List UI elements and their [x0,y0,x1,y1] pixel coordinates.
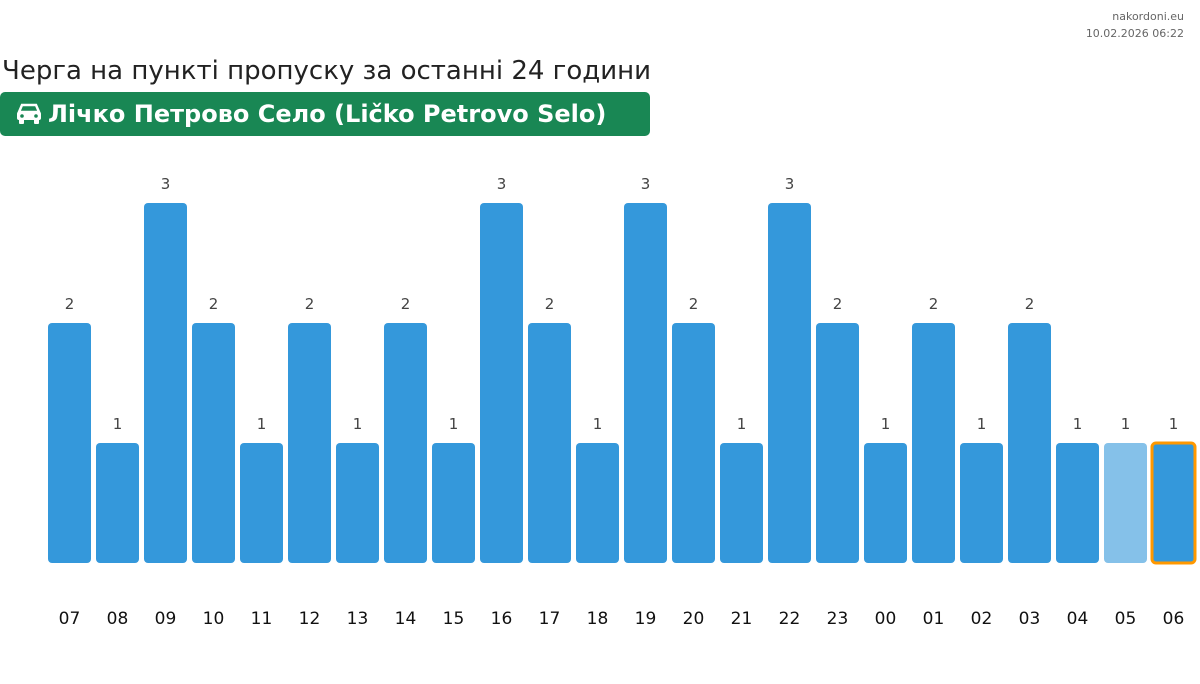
value-label-12: 2 [305,295,315,313]
value-label-14: 2 [401,295,411,313]
x-tick-label-04: 04 [1067,609,1089,629]
checkpoint-badge: Лічко Петрово Село (Ličko Petrovo Selo) [0,92,650,136]
x-tick-label-05: 05 [1115,609,1137,629]
x-tick-label-12: 12 [299,609,321,629]
x-tick-label-23: 23 [827,609,849,629]
x-tick-label-02: 02 [971,609,993,629]
value-label-08: 1 [113,415,123,433]
x-tick-label-10: 10 [203,609,225,629]
value-label-10: 2 [209,295,219,313]
bar-19 [624,203,667,563]
bar-00 [864,443,907,563]
value-label-17: 2 [545,295,555,313]
x-tick-label-01: 01 [923,609,945,629]
x-tick-label-18: 18 [587,609,609,629]
bar-18 [576,443,619,563]
bar-22 [768,203,811,563]
x-tick-label-03: 03 [1019,609,1041,629]
bar-03 [1008,323,1051,563]
x-tick-label-20: 20 [683,609,705,629]
value-label-01: 2 [929,295,939,313]
bar-17 [528,323,571,563]
bar-15 [432,443,475,563]
bar-12 [288,323,331,563]
checkpoint-name: Лічко Петрово Село (Ličko Petrovo Selo) [48,100,607,128]
x-tick-label-07: 07 [59,609,81,629]
bar-08 [96,443,139,563]
bar-09 [144,203,187,563]
value-label-13: 1 [353,415,363,433]
value-label-23: 2 [833,295,843,313]
bar-11 [240,443,283,563]
bar-01 [912,323,955,563]
x-tick-label-06: 06 [1163,609,1185,629]
x-tick-label-15: 15 [443,609,465,629]
bar-10 [192,323,235,563]
x-tick-label-16: 16 [491,609,513,629]
site-name: nakordoni.eu [1112,10,1184,23]
x-tick-label-22: 22 [779,609,801,629]
bar-13 [336,443,379,563]
bar-23 [816,323,859,563]
value-label-07: 2 [65,295,75,313]
value-label-11: 1 [257,415,267,433]
bar-16 [480,203,523,563]
bar-14 [384,323,427,563]
value-label-03: 2 [1025,295,1035,313]
value-label-22: 3 [785,175,795,193]
value-label-06: 1 [1169,415,1179,433]
value-label-21: 1 [737,415,747,433]
bar-21 [720,443,763,563]
x-tick-label-13: 13 [347,609,369,629]
bar-05 [1104,443,1147,563]
timestamp: 10.02.2026 06:22 [1085,27,1184,40]
bar-20 [672,323,715,563]
x-tick-label-09: 09 [155,609,177,629]
x-tick-label-19: 19 [635,609,657,629]
value-label-05: 1 [1121,415,1131,433]
x-tick-label-00: 00 [875,609,897,629]
x-tick-label-08: 08 [107,609,129,629]
value-label-20: 2 [689,295,699,313]
x-tick-label-11: 11 [251,609,273,629]
x-tick-label-17: 17 [539,609,561,629]
value-label-16: 3 [497,175,507,193]
value-label-18: 1 [593,415,603,433]
value-label-00: 1 [881,415,891,433]
value-label-15: 1 [449,415,459,433]
value-label-19: 3 [641,175,651,193]
value-label-09: 3 [161,175,171,193]
value-label-04: 1 [1073,415,1083,433]
x-tick-label-14: 14 [395,609,417,629]
bar-06 [1150,441,1197,565]
page-title: Черга на пункті пропуску за останні 24 г… [2,56,652,86]
bar-07 [48,323,91,563]
car-icon [17,103,41,124]
x-tick-label-21: 21 [731,609,753,629]
bar-04 [1056,443,1099,563]
value-label-02: 1 [977,415,987,433]
bar-02 [960,443,1003,563]
meta-info: nakordoni.eu 10.02.2026 06:22 [1086,8,1184,42]
